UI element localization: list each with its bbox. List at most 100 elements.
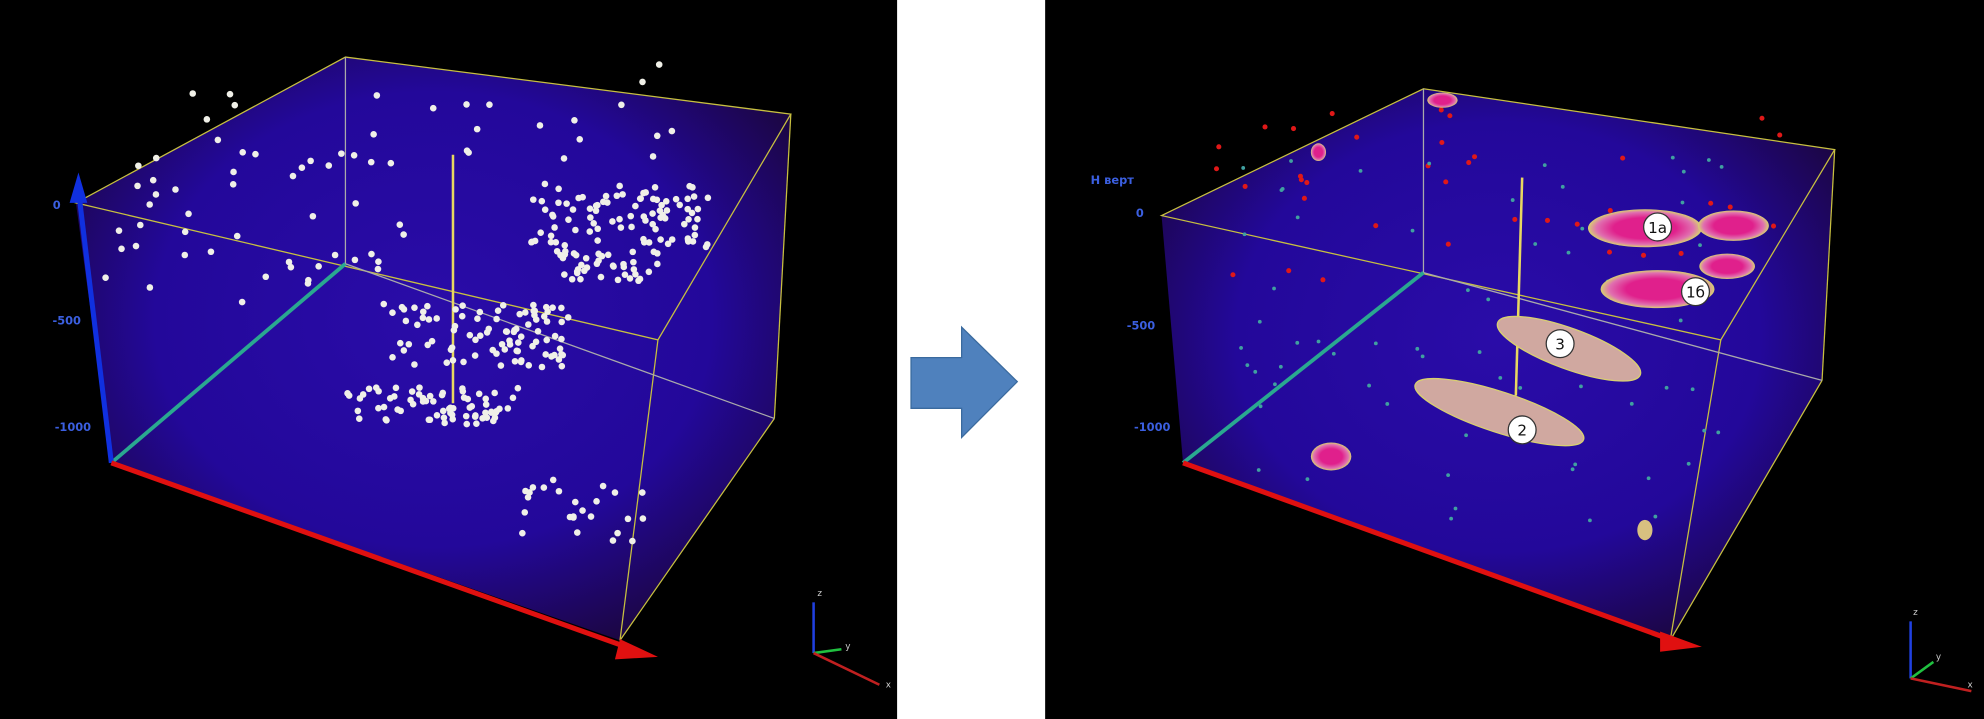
point: [639, 515, 647, 522]
point: [1770, 223, 1777, 229]
point: [402, 317, 410, 325]
point: [350, 151, 358, 159]
point: [414, 321, 421, 329]
point: [639, 489, 646, 496]
point: [513, 347, 520, 355]
point: [541, 206, 549, 213]
x-axis: [1182, 460, 1674, 643]
x-arrow: [1660, 631, 1702, 652]
point: [685, 216, 692, 223]
point: [331, 251, 339, 259]
point: [1242, 183, 1248, 189]
point: [619, 191, 626, 198]
point: [304, 280, 312, 287]
point: [488, 409, 495, 416]
point: [229, 181, 237, 188]
point: [464, 395, 472, 403]
zone-label: 3: [1555, 335, 1565, 353]
point: [365, 385, 373, 393]
point: [651, 183, 659, 191]
point: [513, 325, 520, 333]
point: [1670, 155, 1675, 160]
point: [1759, 115, 1765, 121]
point: [558, 304, 565, 312]
gizmo-label: z: [1913, 608, 1918, 618]
point: [1498, 375, 1503, 380]
point: [396, 221, 404, 228]
point: [1544, 217, 1551, 223]
point: [571, 116, 578, 124]
point: [517, 358, 525, 366]
point: [449, 405, 457, 412]
tick-label: -1000: [1134, 420, 1170, 434]
point: [468, 403, 476, 410]
point: [1216, 144, 1222, 150]
point: [396, 339, 404, 347]
point: [595, 257, 602, 264]
point: [1510, 198, 1515, 202]
point: [485, 325, 493, 333]
point: [630, 258, 637, 266]
point: [502, 328, 510, 335]
point: [1438, 107, 1444, 113]
point: [367, 158, 375, 166]
point: [1580, 226, 1585, 231]
point: [1295, 340, 1300, 345]
point: [135, 162, 142, 170]
point: [189, 90, 197, 97]
point: [609, 262, 617, 270]
point: [549, 211, 556, 219]
point: [463, 420, 471, 428]
point: [497, 362, 505, 369]
x-axis: [110, 460, 634, 652]
x-arrow: [614, 639, 658, 660]
point: [1486, 297, 1491, 302]
gizmo-label: x: [886, 680, 891, 690]
point: [1415, 346, 1420, 351]
point: [632, 202, 639, 210]
point: [563, 200, 570, 207]
point: [688, 209, 696, 217]
point: [152, 191, 160, 198]
point: [498, 340, 506, 348]
point: [1373, 341, 1378, 346]
zone-marker: [1680, 277, 1711, 307]
point: [315, 263, 322, 270]
point: [1257, 319, 1262, 324]
point: [389, 354, 396, 361]
point: [416, 384, 423, 391]
point: [529, 196, 537, 203]
y-axis: [110, 262, 347, 465]
point: [1579, 384, 1583, 389]
point: [1258, 404, 1263, 409]
point: [613, 192, 621, 200]
point: [573, 529, 581, 536]
point: [137, 221, 144, 229]
point: [462, 412, 470, 420]
point: [415, 391, 423, 398]
zone: [1414, 377, 1585, 447]
point: [668, 127, 676, 135]
point: [672, 195, 680, 203]
point: [443, 359, 451, 367]
tick-label: -500: [1127, 319, 1156, 333]
point: [230, 168, 237, 176]
point: [684, 235, 692, 242]
point: [1385, 402, 1390, 406]
point: [681, 220, 688, 228]
point: [1410, 228, 1415, 233]
point: [516, 310, 524, 318]
point: [1453, 506, 1458, 511]
point: [663, 207, 671, 214]
zone-marker: [1643, 212, 1673, 242]
point: [473, 125, 481, 133]
point: [146, 284, 154, 291]
point: [463, 101, 470, 108]
point: [1566, 250, 1571, 255]
point: [541, 180, 549, 188]
point: [537, 229, 544, 236]
point: [611, 489, 619, 496]
point: [549, 476, 557, 484]
point: [1574, 221, 1580, 227]
